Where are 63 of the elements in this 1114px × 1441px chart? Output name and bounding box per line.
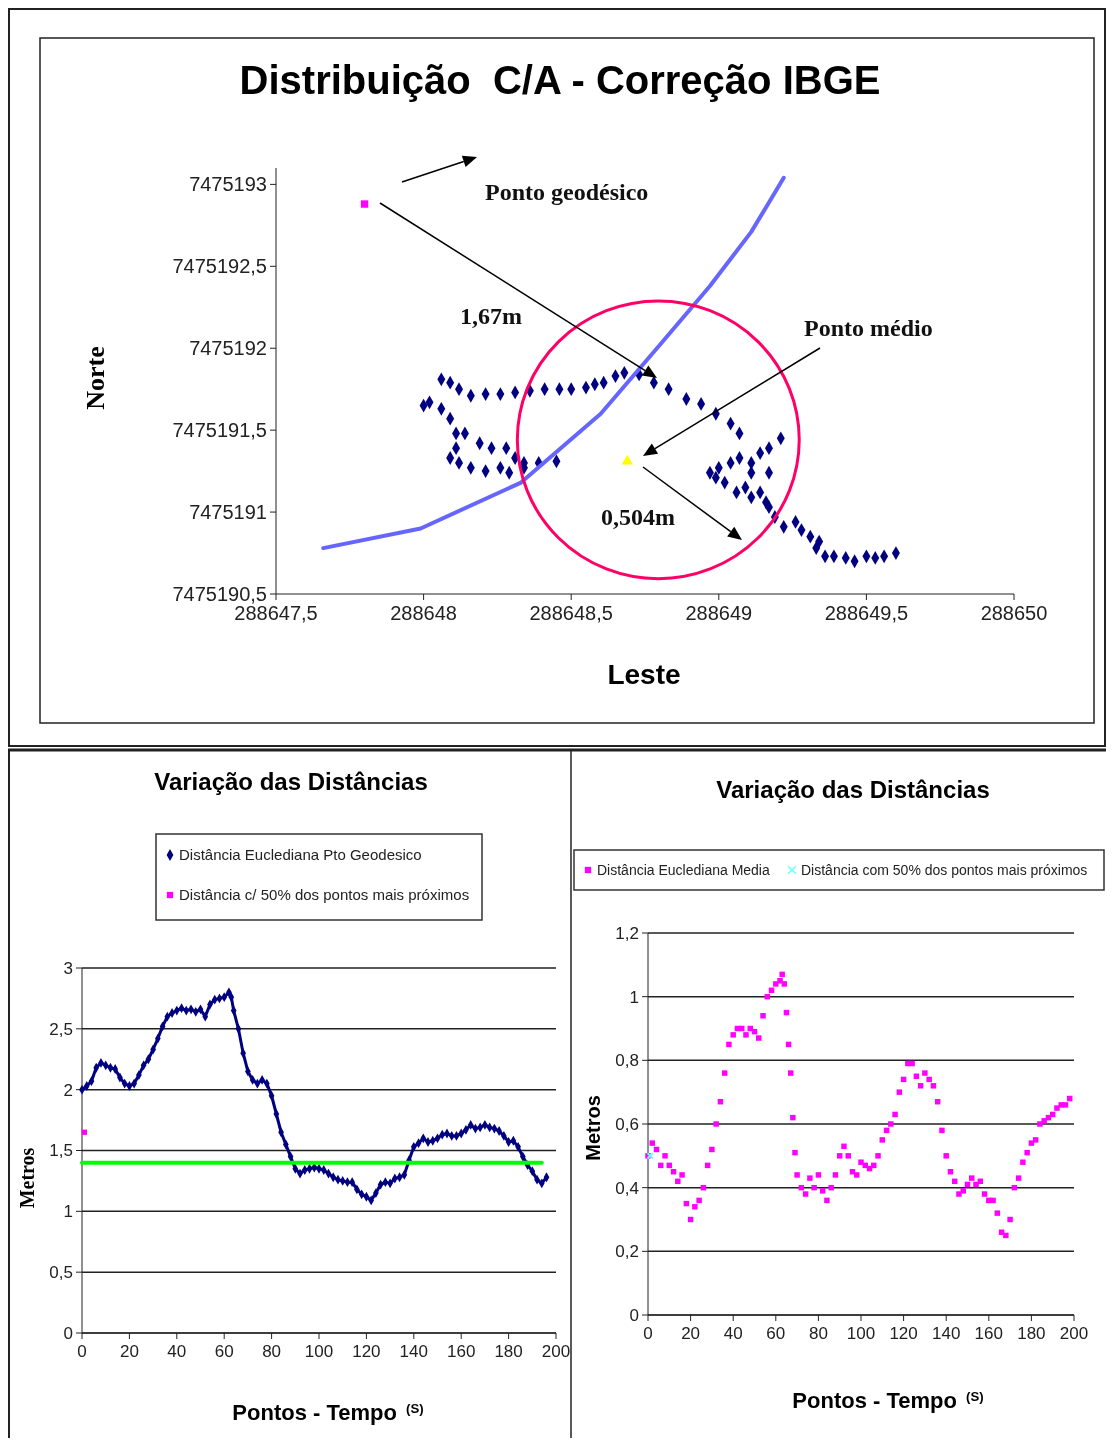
x-tick-label: 100 <box>304 1341 334 1361</box>
y-tick-label: 1 <box>63 1202 73 1222</box>
y-tick-label: 1,2 <box>615 923 639 943</box>
x-tick-label: 160 <box>974 1323 1003 1343</box>
x-tick-label: 20 <box>681 1323 701 1343</box>
x-axis-title: Leste <box>607 659 681 690</box>
y-tick-label: 7475191 <box>189 501 267 524</box>
x-tick-label: 20 <box>119 1341 139 1361</box>
x-tick-label: 0 <box>77 1341 87 1361</box>
y-tick-label: 1 <box>629 987 639 1007</box>
y-tick-label: 0,2 <box>615 1242 639 1262</box>
x-tick-label: 160 <box>447 1341 476 1361</box>
x-tick-label: 288650 <box>980 602 1048 624</box>
x-tick-label: 288648 <box>390 602 457 624</box>
legend-label: Distância com 50% dos pontos mais próximos <box>801 862 1088 878</box>
x-tick-label: 100 <box>846 1323 876 1343</box>
x-tick-label: 180 <box>1017 1323 1046 1343</box>
x-tick-label: 288648,5 <box>529 602 613 624</box>
y-axis-title: Metros <box>16 1147 38 1209</box>
y-tick-label: 2 <box>63 1080 73 1100</box>
x-tick-label: 80 <box>262 1341 282 1361</box>
y-tick-label: 2,5 <box>49 1019 73 1039</box>
y-tick-label: 7475192 <box>189 337 267 360</box>
y-tick-label: 7475191,5 <box>172 419 267 442</box>
x-tick-label: 288649,5 <box>824 602 909 624</box>
x-tick-label: 40 <box>167 1341 187 1361</box>
legend-label: Distância c/ 50% dos pontos mais próximos <box>179 886 470 903</box>
y-axis-title: Metros <box>582 1095 604 1161</box>
x-axis-title: Pontos - Tempo $^{(S)}$ <box>792 1388 984 1413</box>
y-tick-label: 0,4 <box>615 1178 639 1198</box>
x-tick-label: 200 <box>1059 1323 1089 1343</box>
y-axis-title: Norte <box>81 346 110 410</box>
annotation: Ponto geodésico <box>485 179 649 205</box>
y-tick-label: 7475190,5 <box>172 583 267 605</box>
y-tick-label: 0,8 <box>615 1051 639 1071</box>
x-tick-label: 120 <box>889 1323 918 1343</box>
y-tick-label: 0,5 <box>49 1263 73 1283</box>
x-tick-label: 60 <box>214 1341 234 1361</box>
y-tick-label: 0,6 <box>615 1114 639 1134</box>
annotation: Ponto médio <box>804 315 933 341</box>
x-tick-label: 60 <box>766 1323 786 1343</box>
x-tick-label: 288649 <box>685 602 753 624</box>
y-tick-label: 7475193 <box>189 173 267 196</box>
annotation: 1,67m <box>460 303 522 329</box>
annotation: 0,504m <box>601 504 675 530</box>
chart-title: Distribuição C/A - Correção IBGE <box>239 58 881 102</box>
chart-title: Variação das Distâncias <box>154 768 428 795</box>
y-tick-label: 7475192,5 <box>172 255 267 278</box>
chart-title: Variação das Distâncias <box>716 776 990 803</box>
x-tick-label: 40 <box>723 1323 743 1343</box>
x-tick-label: 200 <box>541 1341 571 1361</box>
legend-label: Distância Euclediana Pto Geodesico <box>179 846 422 863</box>
y-tick-label: 0 <box>629 1305 639 1325</box>
x-axis-title: Pontos - Tempo $^{(S)}$ <box>232 1400 424 1425</box>
y-tick-label: 1,5 <box>49 1141 73 1161</box>
x-tick-label: 140 <box>399 1341 428 1361</box>
x-tick-label: 140 <box>932 1323 961 1343</box>
x-tick-label: 0 <box>643 1323 653 1343</box>
legend-label: Distância Euclediana Media <box>597 862 770 878</box>
x-tick-label: 120 <box>352 1341 381 1361</box>
y-tick-label: 3 <box>63 958 73 978</box>
x-tick-label: 180 <box>494 1341 523 1361</box>
x-tick-label: 80 <box>808 1323 828 1343</box>
